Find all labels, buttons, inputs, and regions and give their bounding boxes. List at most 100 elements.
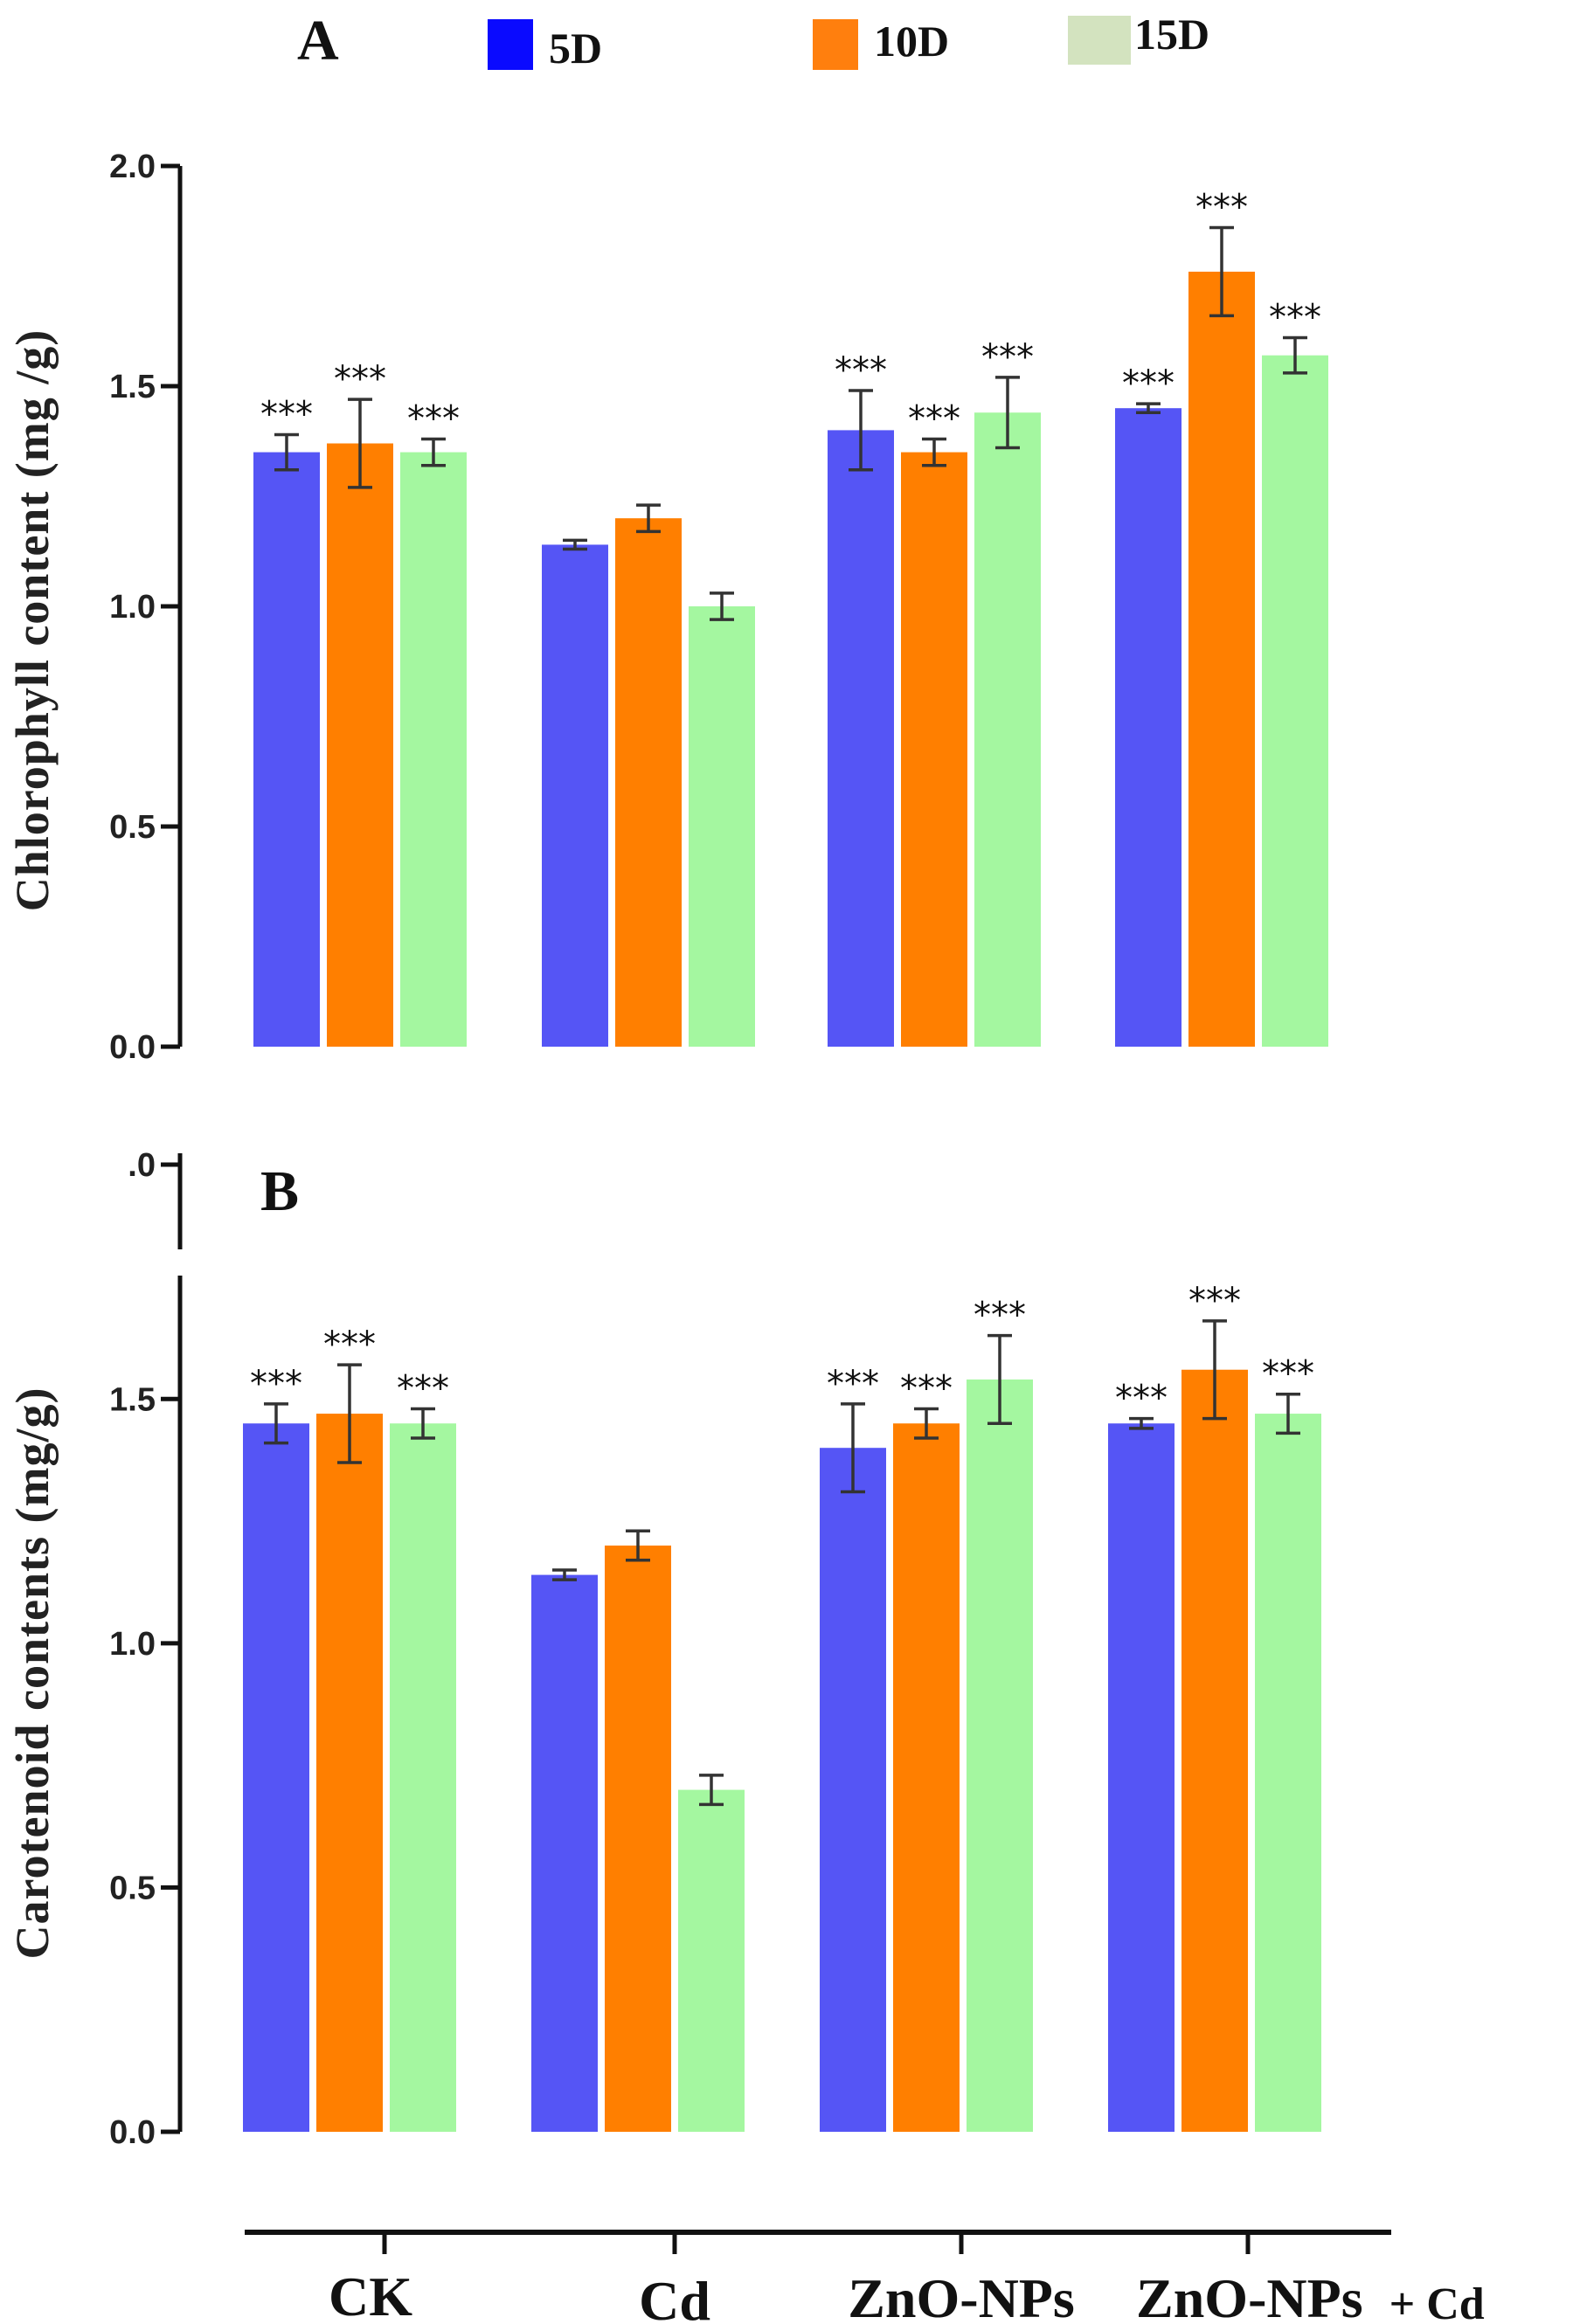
legend-label-5d: 5D [549, 24, 602, 73]
panel-a-chart: Chlorophyll content (mg /g) 0.0 0.5 1.0 1.5… [6, 149, 1328, 1066]
bar-zno-nps-cd-5d [1108, 1423, 1175, 2132]
significance-ck-10d: *** [334, 359, 386, 399]
panel-a-bars: *** *** *** *** *** *** *** *** *** [253, 188, 1328, 1048]
y-tick-label: 1.0 [109, 589, 156, 626]
x-label-znonps: ZnO-NPs [848, 2267, 1075, 2324]
significance-ck-15d: *** [397, 1368, 449, 1408]
error-bar-ck-15d [421, 437, 446, 467]
significance-ck-5d: *** [260, 394, 313, 434]
error-bar-ck-10d [337, 1363, 362, 1464]
bar-ck-5d [243, 1423, 309, 2132]
error-bar-ck-5d [274, 432, 299, 472]
x-axis: CK Cd ZnO-NPs ZnO-NPs + Cd [245, 2230, 1485, 2324]
y-tick-label: 2.0 [109, 149, 156, 185]
significance-ck-5d: *** [250, 1364, 302, 1404]
panel-a-y-axis: 0.0 0.5 1.0 1.5 2.0 [109, 149, 183, 1066]
significance-ck-15d: *** [407, 398, 460, 439]
error-bar-cd-5d [552, 1568, 577, 1581]
x-label-znonps-cd: ZnO-NPs + Cd [1136, 2267, 1485, 2324]
significance-zno-nps-5d: *** [827, 1364, 879, 1404]
error-bar-ck-15d [411, 1407, 435, 1440]
y-tick-label: 1.0 [109, 1626, 156, 1663]
error-bar-cd-10d [626, 1529, 650, 1562]
bar-cd-5d [542, 544, 608, 1047]
y-tick-label: 1.5 [109, 1381, 156, 1418]
panel-a-ylabel: Chlorophyll content (mg /g) [6, 329, 59, 912]
x-label-znonps-cd-suffix: + Cd [1389, 2279, 1485, 2324]
significance-zno-nps-5d: *** [835, 350, 887, 391]
y-tick-label: 1.5 [109, 369, 156, 405]
significance-zno-nps-10d: *** [908, 398, 960, 439]
y-tick-label: 0.5 [109, 1870, 156, 1906]
bar-zno-nps-5d [828, 430, 894, 1047]
x-label-znonps-cd-main: ZnO-NPs [1136, 2267, 1363, 2324]
significance-zno-nps-cd-5d: *** [1115, 1379, 1168, 1419]
bar-cd-10d [605, 1546, 671, 2132]
significance-zno-nps-cd-10d: *** [1188, 1281, 1241, 1321]
significance-zno-nps-cd-5d: *** [1122, 363, 1175, 404]
bar-zno-nps-5d [820, 1448, 886, 2132]
y-tick-label: 0.5 [109, 809, 156, 846]
panel-a-label: A [297, 9, 339, 73]
y-tick-label: 0.0 [109, 1029, 156, 1066]
bar-zno-nps-cd-5d [1115, 408, 1181, 1047]
error-bar-zno-nps-5d [841, 1402, 865, 1494]
error-bar-cd-5d [563, 538, 587, 551]
bar-zno-nps-15d [974, 412, 1041, 1047]
bar-cd-10d [615, 518, 682, 1047]
bar-zno-nps-10d [901, 452, 967, 1047]
legend-swatch-5d [488, 19, 533, 70]
error-bar-zno-nps-cd-10d [1209, 225, 1234, 318]
panel-b-ylabel: Carotenoid contents (mg/g) [6, 1387, 59, 1960]
panel-b-label: B [260, 1159, 299, 1223]
bar-zno-nps-10d [893, 1423, 960, 2132]
bar-zno-nps-cd-10d [1181, 1369, 1248, 2132]
error-bar-zno-nps-cd-15d [1276, 1392, 1300, 1435]
bar-cd-15d [689, 606, 755, 1047]
panel-b-bars: *** *** *** *** *** *** *** *** *** [243, 1281, 1321, 2132]
error-bar-cd-10d [636, 503, 661, 534]
bar-ck-10d [327, 443, 393, 1047]
bar-zno-nps-cd-10d [1188, 271, 1255, 1048]
x-axis-ticks [382, 2232, 1251, 2254]
panel-b-chart: Carotenoid contents (mg/g) 0.0 0.5 1.0 1.5.… [6, 1147, 1321, 2151]
error-bar-cd-15d [699, 1774, 724, 1807]
bar-zno-nps-cd-15d [1255, 1414, 1321, 2132]
legend: 5D 10D 15D [488, 10, 1209, 73]
bar-cd-15d [678, 1789, 745, 2132]
error-bar-zno-nps-cd-5d [1136, 402, 1161, 414]
error-bar-ck-10d [348, 398, 372, 489]
error-bar-zno-nps-cd-15d [1283, 335, 1307, 375]
significance-ck-10d: *** [323, 1325, 376, 1365]
bar-ck-5d [253, 452, 320, 1047]
bar-ck-10d [316, 1414, 383, 2132]
legend-label-10d: 10D [874, 17, 949, 66]
legend-swatch-15d [1068, 16, 1131, 65]
x-label-cd: Cd [639, 2270, 710, 2324]
axis-break-tick-label: .0 [128, 1147, 156, 1184]
significance-zno-nps-15d: *** [974, 1296, 1026, 1336]
legend-swatch-10d [813, 19, 858, 70]
error-bar-zno-nps-5d [849, 389, 873, 472]
significance-zno-nps-10d: *** [900, 1368, 953, 1408]
error-bar-cd-15d [710, 591, 734, 621]
error-bar-zno-nps-10d [922, 437, 946, 467]
panel-b-y-axis: 0.0 0.5 1.0 1.5 .0 [109, 1147, 183, 2151]
significance-zno-nps-15d: *** [981, 337, 1034, 377]
bar-ck-15d [390, 1423, 456, 2132]
error-bar-zno-nps-10d [914, 1407, 939, 1440]
significance-zno-nps-cd-10d: *** [1195, 188, 1248, 228]
bar-zno-nps-cd-15d [1262, 355, 1328, 1048]
bar-zno-nps-15d [967, 1379, 1033, 2132]
error-bar-zno-nps-cd-10d [1202, 1319, 1227, 1421]
bar-ck-15d [400, 452, 467, 1047]
bar-cd-5d [531, 1574, 598, 2132]
significance-zno-nps-cd-15d: *** [1262, 1354, 1314, 1394]
error-bar-ck-5d [264, 1402, 288, 1445]
error-bar-zno-nps-15d [987, 1333, 1012, 1425]
error-bar-zno-nps-cd-5d [1129, 1416, 1154, 1430]
y-tick-label: 0.0 [109, 2114, 156, 2151]
error-bar-zno-nps-15d [995, 376, 1020, 450]
legend-label-15d: 15D [1134, 10, 1209, 59]
